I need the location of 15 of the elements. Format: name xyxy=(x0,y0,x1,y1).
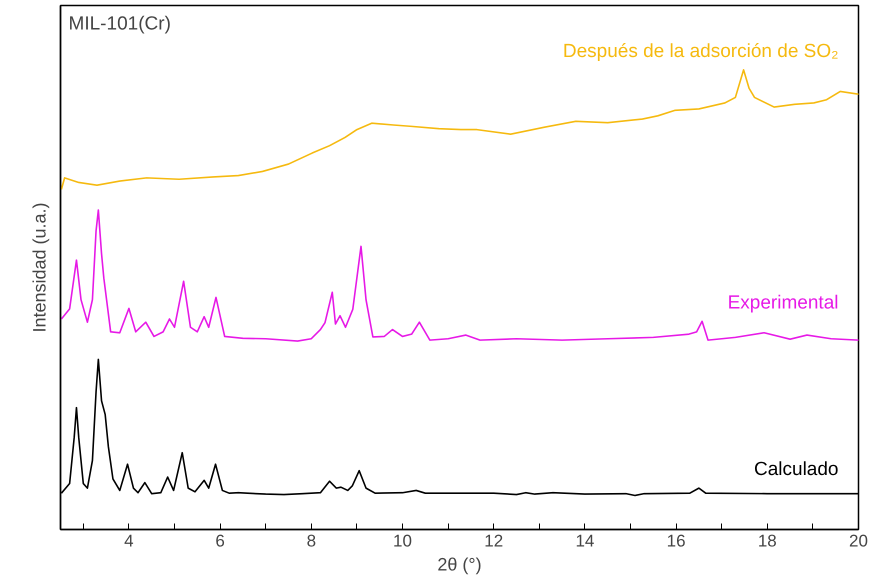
x-tick-label: 16 xyxy=(666,532,686,550)
x-tick-label: 14 xyxy=(575,532,594,550)
x-tick-label: 20 xyxy=(849,532,868,550)
series-label: Experimental xyxy=(728,292,839,314)
x-tick-label: 18 xyxy=(758,532,777,550)
x-tick-label: 12 xyxy=(484,532,504,550)
x-tick-label: 6 xyxy=(215,532,225,550)
series-label: Calculado xyxy=(754,459,838,480)
series-label: Después de la adsorción de SO₂ xyxy=(562,40,839,62)
x-tick-label: 10 xyxy=(393,532,412,550)
x-tick-label: 8 xyxy=(306,532,316,550)
y-axis-title: Intensidad (u.a.) xyxy=(30,202,50,333)
x-tick-label: 4 xyxy=(124,532,134,550)
x-axis-title: 2θ (°) xyxy=(437,554,482,574)
text: MIL-101(Cr) xyxy=(68,14,171,34)
